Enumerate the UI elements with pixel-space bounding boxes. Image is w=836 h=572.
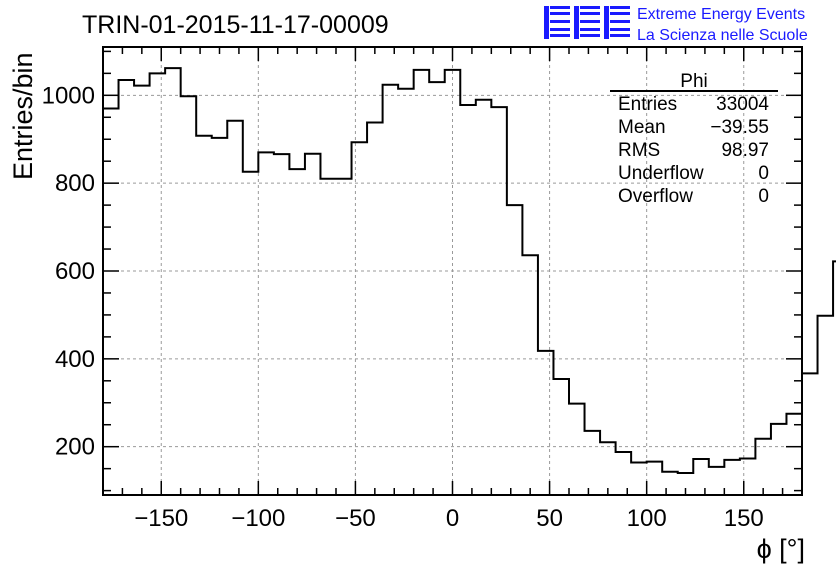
stats-row-value: 98.97 xyxy=(721,140,769,161)
histogram-bin xyxy=(662,472,678,495)
histogram-bin xyxy=(585,431,601,495)
histogram-bin xyxy=(212,138,228,495)
histogram-bin xyxy=(305,154,321,495)
stats-row-value: −39.55 xyxy=(710,117,769,138)
histogram-bin xyxy=(445,70,461,495)
histogram-bin xyxy=(569,404,585,495)
histogram-bin xyxy=(134,86,150,495)
y-tick-label: 600 xyxy=(55,258,95,285)
logo-letter-e xyxy=(574,6,600,39)
histogram-bin xyxy=(196,136,212,495)
histogram-bin xyxy=(367,123,383,495)
histogram-bin xyxy=(693,459,709,495)
plot-frame xyxy=(102,46,803,496)
histogram-bin xyxy=(786,414,802,495)
histogram-bin xyxy=(289,169,305,495)
histogram-bin xyxy=(491,107,507,495)
histogram-bin xyxy=(616,452,632,495)
x-tick-label: 100 xyxy=(627,505,667,532)
x-tick-label: −50 xyxy=(335,505,376,532)
histogram-bin xyxy=(398,89,414,495)
x-tick-label: 150 xyxy=(724,505,764,532)
x-tick-label: −150 xyxy=(134,505,188,532)
histogram-bin xyxy=(103,108,119,495)
x-tick-label: −100 xyxy=(231,505,285,532)
stats-row-label: Overflow xyxy=(618,186,693,207)
histogram-bin xyxy=(740,459,756,495)
histogram-bin xyxy=(802,373,818,495)
y-tick-label: 1000 xyxy=(42,82,95,109)
x-tick-label: 0 xyxy=(446,505,459,532)
y-tick-label: 800 xyxy=(55,170,95,197)
chart-title: TRIN-01-2015-11-17-00009 xyxy=(82,11,389,39)
stats-box-rows: Entries 33004 Mean −39.55 RMS 98.97 Underflow 0… xyxy=(618,94,769,207)
x-axis-title: ϕ [°] xyxy=(757,534,805,564)
histogram-bin xyxy=(507,205,523,495)
histogram-bin xyxy=(429,82,445,495)
histogram-bin xyxy=(414,70,430,495)
histogram-bin xyxy=(243,172,259,495)
x-tick-labels: −150 −100 −50 0 50 100 150 xyxy=(134,505,764,532)
histogram-bin xyxy=(383,85,399,495)
y-tick-label: 200 xyxy=(55,434,95,461)
histogram-bin xyxy=(522,255,538,495)
stats-box-title: Phi xyxy=(680,71,707,92)
logo-letter-e xyxy=(604,6,630,39)
stats-row-label: Mean xyxy=(618,117,666,138)
stats-row-value: 0 xyxy=(758,186,769,207)
stats-box: Phi Entries 33004 Mean −39.55 RMS 98.97 Underf… xyxy=(610,71,778,207)
y-tick-labels: 200 400 600 800 1000 xyxy=(42,82,95,460)
histogram-bin xyxy=(274,154,290,495)
histogram-bin xyxy=(631,462,647,495)
histogram-bin xyxy=(724,460,740,495)
histogram-bin xyxy=(553,379,569,495)
stats-row-label: Entries xyxy=(618,94,677,115)
histogram-bin xyxy=(538,351,554,495)
histogram-bin xyxy=(709,467,725,495)
logo-line-1: Extreme Energy Events xyxy=(637,6,805,23)
histogram-bin xyxy=(460,105,476,495)
histogram-bin xyxy=(320,179,336,495)
histogram-bin xyxy=(352,142,368,495)
histogram-bin xyxy=(678,473,694,495)
histogram-bin xyxy=(227,121,243,495)
logo-letter-e xyxy=(544,6,570,39)
histogram-bin xyxy=(150,73,166,495)
histogram-bin xyxy=(755,439,771,495)
eee-logo-letters xyxy=(544,6,630,39)
stats-row-label: RMS xyxy=(618,140,660,161)
histogram-bin xyxy=(600,442,616,495)
histogram-bin xyxy=(181,96,197,495)
histogram-bin xyxy=(771,424,787,495)
grid-lines xyxy=(103,47,802,495)
stats-row-value: 33004 xyxy=(716,94,769,115)
histogram-bin xyxy=(336,179,352,495)
y-tick-label: 400 xyxy=(55,346,95,373)
histogram-bin xyxy=(165,68,181,495)
x-tick-label: 50 xyxy=(536,505,563,532)
histogram-bin xyxy=(818,316,834,495)
histogram-bin xyxy=(476,100,492,495)
logo-line-2: La Scienza nelle Scuole xyxy=(637,27,808,44)
histogram-bin xyxy=(647,462,663,495)
y-axis-title: Entries/bin xyxy=(8,52,38,180)
stats-row-label: Underflow xyxy=(618,163,704,184)
eee-logo: Extreme Energy Events La Scienza nelle S… xyxy=(544,6,808,44)
histogram-bin xyxy=(119,80,135,495)
histogram-outline xyxy=(103,67,836,475)
histogram-bin xyxy=(258,152,274,495)
stats-row-value: 0 xyxy=(758,163,769,184)
